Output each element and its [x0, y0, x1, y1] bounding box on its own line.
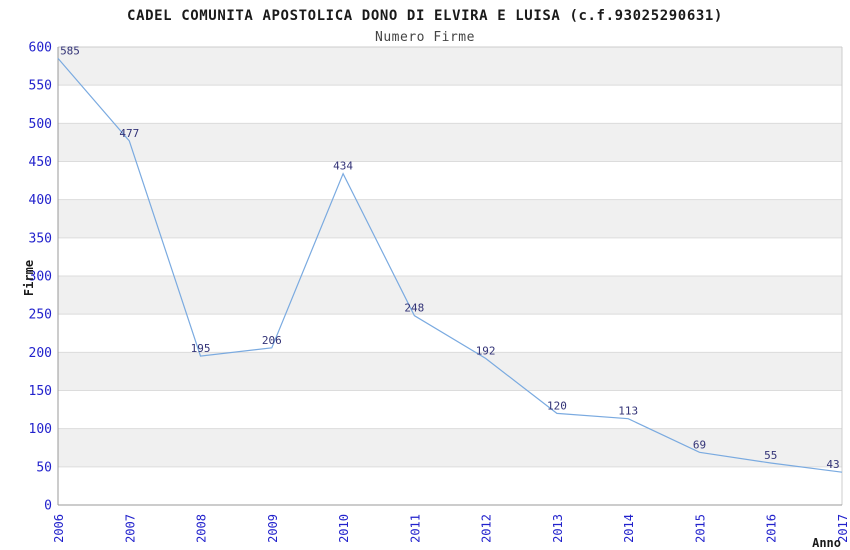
- y-tick-label: 200: [29, 346, 52, 361]
- chart-title: CADEL COMUNITA APOSTOLICA DONO DI ELVIRA…: [127, 8, 723, 24]
- series-line: [57, 58, 843, 473]
- y-tick-label: 450: [29, 155, 52, 170]
- y-tick-label: 0: [44, 499, 52, 514]
- x-tick-label: 2010: [337, 514, 351, 543]
- data-label: 43: [826, 458, 839, 471]
- data-label: 113: [618, 405, 638, 418]
- y-grid-band: [58, 85, 842, 124]
- y-grid-band: [58, 466, 842, 505]
- x-tick-label: 2017: [836, 514, 850, 543]
- y-axis-label: Firme: [22, 260, 36, 296]
- data-label: 585: [60, 44, 80, 57]
- data-label: 206: [262, 334, 282, 347]
- y-grid-band: [58, 314, 842, 353]
- x-tick-label: 2012: [480, 514, 494, 543]
- data-label: 195: [191, 342, 211, 355]
- y-tick-label: 250: [29, 308, 52, 323]
- x-tick-label: 2016: [765, 514, 779, 543]
- y-tick-label: 350: [29, 231, 52, 246]
- data-label: 248: [404, 302, 424, 315]
- y-grid-band: [58, 237, 842, 276]
- y-tick-label: 600: [29, 41, 52, 56]
- data-label: 69: [693, 438, 706, 451]
- y-grid-band: [58, 428, 842, 467]
- y-grid-band: [58, 352, 842, 391]
- data-label: 120: [547, 399, 567, 412]
- data-label: 434: [333, 160, 353, 173]
- x-axis-label: Anno: [812, 536, 841, 550]
- plot-area: 0 50 100 150 200 250 300 350 400 450 500 550 600 2006…: [29, 41, 850, 543]
- x-tick-label: 2007: [123, 514, 137, 543]
- x-tick-label: 2011: [408, 514, 422, 543]
- y-tick-label: 50: [36, 460, 52, 475]
- x-tick-label: 2013: [551, 514, 565, 543]
- y-grid-band: [58, 47, 842, 86]
- data-label: 55: [764, 449, 777, 462]
- x-tick-label: 2006: [52, 514, 66, 543]
- chart-subtitle: Numero Firme: [375, 30, 475, 45]
- y-tick-label: 550: [29, 79, 52, 94]
- x-tick-label: 2009: [266, 514, 280, 543]
- y-tick-label: 100: [29, 422, 52, 437]
- y-grid-band: [58, 276, 842, 315]
- y-tick-label: 150: [29, 384, 52, 399]
- y-tick-label: 500: [29, 117, 52, 132]
- data-label: 477: [119, 127, 139, 140]
- x-tick-label: 2015: [693, 514, 707, 543]
- data-label: 192: [476, 344, 496, 357]
- y-tick-label: 300: [29, 270, 52, 285]
- x-tick-label: 2014: [622, 514, 636, 543]
- y-tick-label: 400: [29, 193, 52, 208]
- y-grid-band: [58, 161, 842, 200]
- y-grid-band: [58, 390, 842, 429]
- y-grid-band: [58, 199, 842, 238]
- x-tick-label: 2008: [195, 514, 209, 543]
- y-grid-band: [58, 123, 842, 162]
